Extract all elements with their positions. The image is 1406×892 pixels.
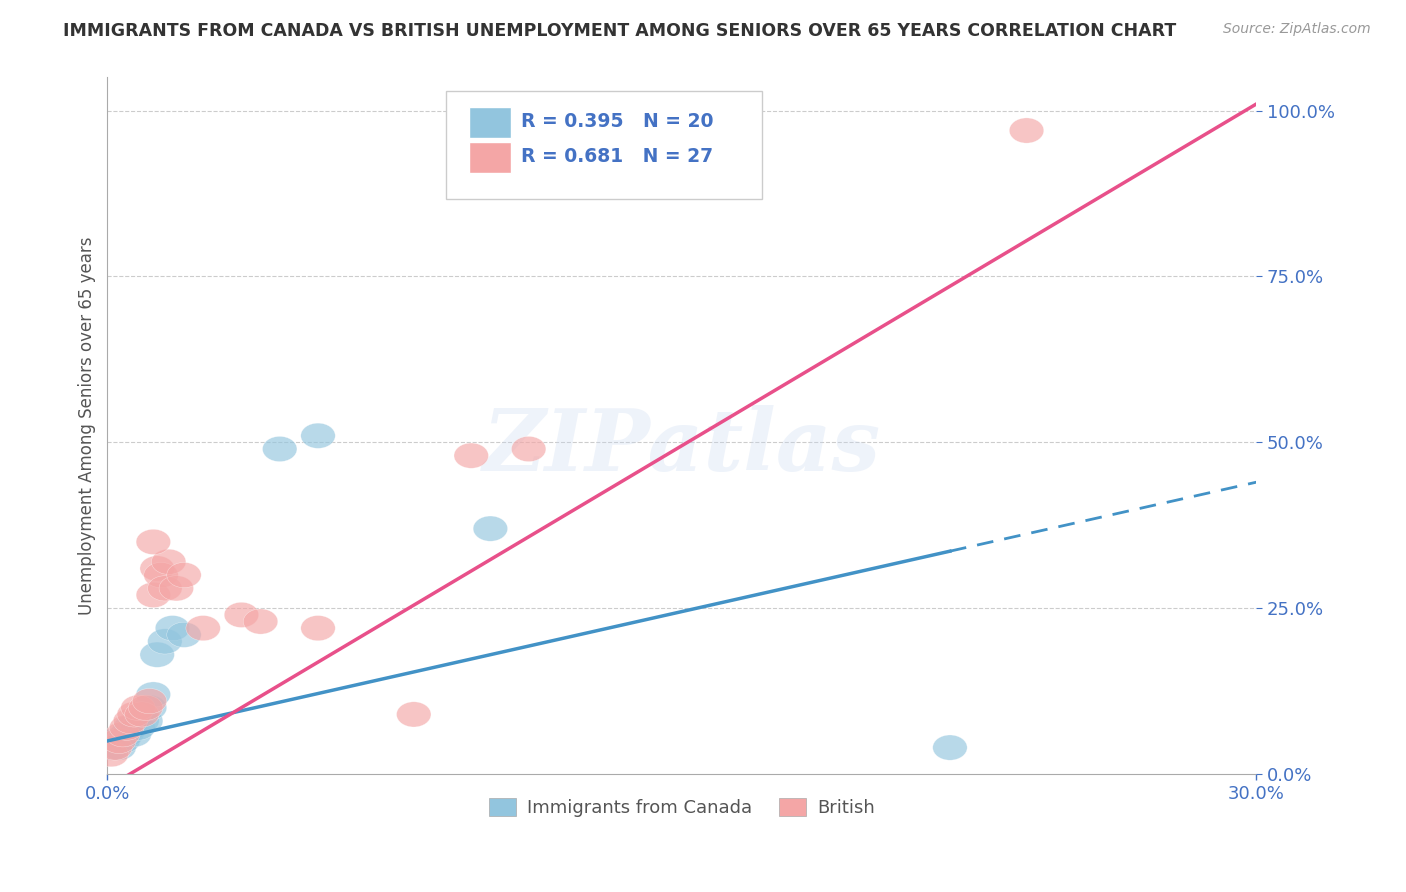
Y-axis label: Unemployment Among Seniors over 65 years: Unemployment Among Seniors over 65 years <box>79 236 96 615</box>
FancyBboxPatch shape <box>446 91 762 199</box>
FancyBboxPatch shape <box>470 142 510 173</box>
Text: Source: ZipAtlas.com: Source: ZipAtlas.com <box>1223 22 1371 37</box>
Text: R = 0.681   N = 27: R = 0.681 N = 27 <box>522 146 713 166</box>
FancyBboxPatch shape <box>470 107 510 138</box>
Text: ZIPatlas: ZIPatlas <box>482 405 882 489</box>
Legend: Immigrants from Canada, British: Immigrants from Canada, British <box>482 791 882 824</box>
Text: IMMIGRANTS FROM CANADA VS BRITISH UNEMPLOYMENT AMONG SENIORS OVER 65 YEARS CORRE: IMMIGRANTS FROM CANADA VS BRITISH UNEMPL… <box>63 22 1177 40</box>
Text: R = 0.395   N = 20: R = 0.395 N = 20 <box>522 112 713 131</box>
